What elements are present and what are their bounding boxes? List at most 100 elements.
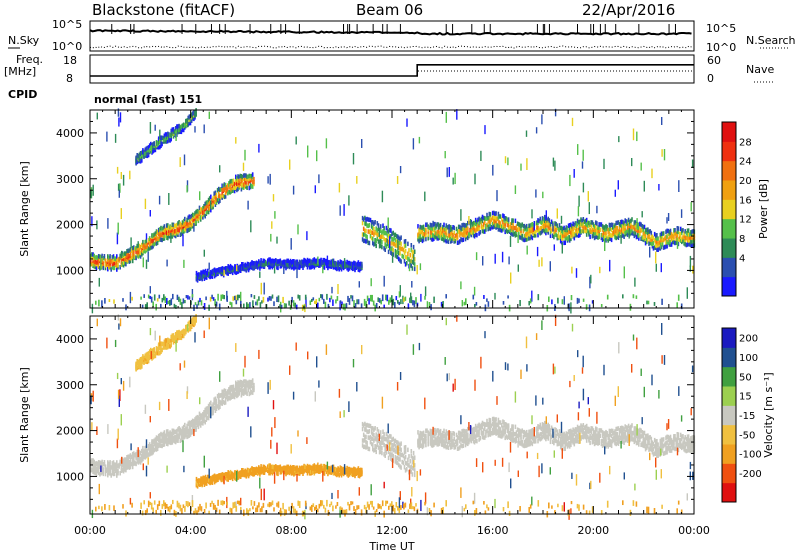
power-cell: [293, 259, 295, 264]
power-cell: [210, 200, 212, 210]
power-cell: [153, 148, 155, 153]
power-cell: [412, 300, 414, 306]
velocity-cell: [265, 467, 268, 472]
power-cell: [459, 229, 461, 234]
power-cell: [523, 237, 526, 243]
velocity-cell: [182, 428, 185, 433]
power-cell: [212, 204, 214, 210]
power-cell: [608, 222, 611, 228]
power-cell: [587, 228, 589, 234]
power-cell: [109, 263, 111, 268]
velocity-cell: [362, 432, 365, 438]
power-cell: [93, 259, 95, 265]
velocity-cell: [467, 432, 469, 437]
power-cell: [372, 220, 374, 225]
velocity-cell: [153, 447, 155, 453]
velocity-cell: [122, 466, 125, 471]
power-cell: [245, 176, 247, 181]
power-cell: [495, 216, 497, 221]
power-cell: [507, 225, 510, 230]
velocity-cell: [136, 456, 138, 461]
power-cell: [518, 230, 520, 236]
power-cell: [549, 222, 552, 227]
power-cell: [649, 229, 651, 234]
power-cell: [399, 240, 401, 246]
velocity-cell: [453, 436, 455, 441]
power-cell: [365, 228, 367, 234]
velocity-cell: [353, 468, 355, 474]
power-cell: [270, 259, 272, 264]
power-cell: [377, 232, 380, 237]
power-cell: [177, 124, 179, 129]
power-cell: [164, 296, 167, 303]
power-cell: [355, 265, 357, 270]
velocity-cell: [312, 464, 314, 469]
power-cell: [160, 303, 162, 308]
power-cell: [367, 240, 370, 245]
power-cell: [595, 227, 597, 233]
velocity-cell: [96, 461, 99, 466]
velocity-cell: [429, 439, 432, 444]
power-cell: [434, 233, 436, 239]
velocity-cell: [439, 428, 442, 434]
power-cell: [593, 231, 596, 236]
power-cell: [164, 138, 167, 144]
power-cell: [550, 228, 553, 234]
power-cell: [683, 239, 685, 244]
power-cell: [554, 232, 556, 237]
power-cell: [368, 223, 371, 228]
velocity-cell: [153, 438, 155, 443]
power-cell: [253, 263, 256, 268]
power-cell: [141, 304, 144, 308]
velocity-cell: [250, 468, 252, 473]
velocity-cell: [252, 467, 254, 472]
power-cell: [625, 229, 628, 234]
power-cell: [418, 232, 420, 237]
velocity-cell: [322, 463, 325, 469]
velocity-cell: [92, 458, 94, 463]
velocity-cell: [216, 477, 218, 482]
velocity-cell: [195, 479, 198, 485]
power-cell: [211, 294, 213, 299]
velocity-cell: [207, 409, 210, 414]
velocity-cell: [176, 338, 178, 343]
power-cell: [131, 296, 133, 301]
velocity-cell: [160, 346, 162, 352]
power-cell: [424, 231, 426, 237]
power-cell: [206, 209, 209, 215]
power-cell: [687, 235, 690, 240]
velocity-cell: [214, 405, 217, 411]
power-cell: [457, 240, 460, 245]
power-cell: [291, 296, 293, 303]
power-cell: [574, 223, 577, 229]
power-cell: [677, 229, 680, 235]
power-cell: [683, 231, 685, 236]
power-cell: [575, 226, 578, 232]
power-cell: [384, 247, 386, 252]
velocity-cell: [116, 466, 118, 471]
velocity-cell: [463, 435, 466, 440]
power-cell: [641, 211, 643, 218]
power-cell: [617, 235, 620, 240]
power-cell: [534, 229, 537, 235]
power-cell: [278, 259, 280, 264]
power-cell: [193, 217, 195, 222]
velocity-cell: [269, 471, 271, 476]
power-cell: [553, 225, 555, 231]
power-cell: [401, 253, 403, 259]
velocity-cell: [354, 467, 356, 472]
power-cell: [397, 239, 399, 251]
power-cell: [420, 225, 423, 230]
power-cell: [612, 225, 614, 230]
power-cell: [513, 231, 515, 237]
power-cell: [676, 302, 678, 309]
power-cell: [370, 235, 373, 241]
power-cell: [229, 183, 231, 188]
velocity-cell: [90, 465, 92, 470]
velocity-cell: [195, 419, 197, 424]
power-cell: [571, 224, 573, 229]
power-cell: [391, 246, 393, 251]
power-cell: [142, 248, 144, 254]
power-cell: [200, 270, 202, 275]
power-cell: [372, 300, 375, 306]
